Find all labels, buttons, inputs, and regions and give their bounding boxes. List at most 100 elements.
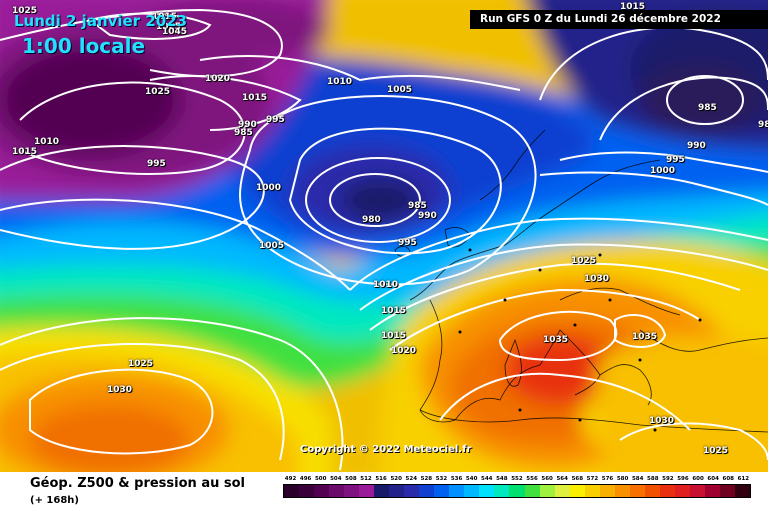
legend-label: 584 (631, 476, 644, 482)
legend-label: 600 (692, 476, 704, 482)
legend-swatch (584, 485, 600, 497)
legend-label: 548 (496, 476, 508, 482)
legend-label: 608 (722, 476, 734, 482)
legend-swatch (284, 485, 300, 497)
isobar-label: 990 (238, 120, 257, 130)
isobar-label: 1005 (387, 85, 413, 95)
legend-label: 500 (314, 476, 327, 482)
weather-map: 1025 1015 1025 1045 1020 1010 1005 1015 1025 990 9… (0, 0, 768, 472)
legend-swatch (644, 485, 660, 497)
map-title: Géop. Z500 & pression au sol (30, 476, 245, 491)
legend-label: 540 (465, 476, 478, 482)
legend-swatches (283, 484, 751, 498)
legend-swatch (674, 485, 690, 497)
isobar-label: 1010 (373, 280, 399, 290)
isobar-label: 1015 (381, 306, 407, 316)
isobar-label: 985 (408, 201, 427, 211)
isobar-label: 1025 (128, 359, 154, 369)
legend-swatch (614, 485, 630, 497)
legend-label: 612 (737, 476, 750, 482)
isobar-label: 98 (758, 120, 768, 130)
geopotential-field (0, 0, 768, 472)
isobar-label: 995 (147, 159, 166, 169)
legend-label: 536 (450, 476, 463, 482)
color-legend: 492 496 500 504 508 512 516 520 524 528 532 536 540 5… (283, 476, 751, 498)
legend-label: 572 (586, 476, 599, 482)
legend-swatch (704, 485, 720, 497)
legend-swatch (389, 485, 405, 497)
legend-label: 568 (571, 476, 584, 482)
isobar-label: 1015 (381, 331, 407, 341)
legend-label: 532 (435, 476, 448, 482)
isobar-label: 1030 (649, 416, 675, 426)
legend-swatch (494, 485, 510, 497)
legend-label: 516 (375, 476, 387, 482)
city-dots (458, 248, 702, 432)
isobar-label: 1025 (12, 6, 38, 16)
legend-label: 592 (662, 476, 674, 482)
legend-label: 492 (284, 476, 297, 482)
legend-label: 508 (345, 476, 357, 482)
legend-swatch (404, 485, 420, 497)
legend-label: 524 (405, 476, 418, 482)
isobar-label: 995 (266, 115, 285, 125)
legend-swatch (299, 485, 315, 497)
legend-label: 588 (647, 476, 659, 482)
forecast-lead-time: (+ 168h) (30, 495, 79, 506)
legend-label: 512 (360, 476, 372, 482)
forecast-date: Lundi 2 janvier 2023 (14, 12, 188, 30)
isobar-label: 1025 (571, 256, 597, 266)
copyright-notice: Copyright © 2022 Meteociel.fr (300, 444, 472, 455)
isobar-label: 1010 (34, 137, 60, 147)
isobar-label: 1030 (584, 274, 610, 284)
isobar-label: 995 (666, 155, 685, 165)
legend-swatch (734, 485, 750, 497)
forecast-local-time: 1:00 locale (22, 34, 146, 58)
isobar-label: 1020 (205, 74, 231, 84)
legend-swatch (629, 485, 645, 497)
legend-swatch (419, 485, 435, 497)
legend-label: 576 (601, 476, 614, 482)
legend-label: 560 (541, 476, 553, 482)
legend-swatch (539, 485, 555, 497)
legend-label: 496 (299, 476, 312, 482)
isobar-label: 990 (687, 141, 706, 151)
legend-swatch (719, 485, 735, 497)
isobar-label: 1015 (12, 147, 38, 157)
isobar-label: 1015 (620, 2, 646, 12)
isobar-label: 985 (698, 103, 717, 113)
isobar-label: 995 (398, 238, 417, 248)
legend-label: 544 (481, 476, 493, 482)
map-footer: Géop. Z500 & pression au sol (+ 168h) 49… (0, 472, 768, 512)
legend-swatch (554, 485, 570, 497)
legend-label: 556 (526, 476, 538, 482)
isobar-label: 1045 (162, 27, 188, 37)
isobar-label: 1015 (242, 93, 268, 103)
isobar-label: 1010 (327, 77, 353, 87)
isobar-label: 985 (234, 128, 253, 138)
isobar-label: 1035 (543, 335, 569, 345)
legend-swatch (434, 485, 450, 497)
isobar-label: 1025 (145, 87, 171, 97)
legend-label: 552 (511, 476, 523, 482)
legend-swatch (569, 485, 585, 497)
legend-swatch (524, 485, 540, 497)
legend-label: 596 (677, 476, 689, 482)
legend-swatch (599, 485, 615, 497)
isobar-label: 1005 (259, 241, 285, 251)
legend-swatch (449, 485, 465, 497)
isobar-label: 1030 (107, 385, 133, 395)
legend-labels: 492 496 500 504 508 512 516 520 524 528 532 536 540 5… (283, 476, 751, 482)
legend-label: 528 (420, 476, 433, 482)
isobar-label: 990 (418, 211, 437, 221)
isobar-label: 1020 (391, 346, 417, 356)
isobar-label: 1025 (156, 22, 182, 32)
legend-swatch (689, 485, 705, 497)
legend-swatch (374, 485, 390, 497)
legend-label: 604 (707, 476, 719, 482)
legend-swatch (314, 485, 330, 497)
legend-swatch (329, 485, 345, 497)
isobar-label: 1025 (703, 446, 729, 456)
legend-label: 564 (556, 476, 568, 482)
model-run-label: Run GFS 0 Z du Lundi 26 décembre 2022 (470, 10, 768, 29)
